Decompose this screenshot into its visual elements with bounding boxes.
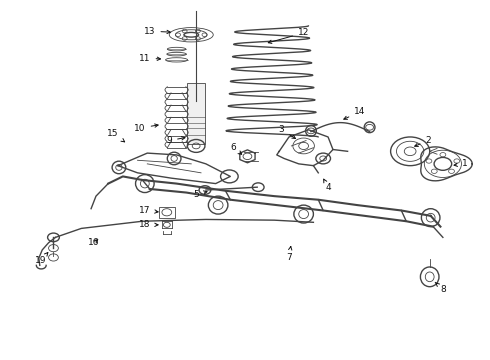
Text: 16: 16 bbox=[88, 238, 99, 247]
Text: 10: 10 bbox=[134, 123, 158, 132]
Text: 2: 2 bbox=[415, 136, 431, 147]
Text: 4: 4 bbox=[324, 179, 331, 192]
Text: 7: 7 bbox=[286, 247, 292, 262]
Text: 1: 1 bbox=[454, 159, 468, 168]
Text: 8: 8 bbox=[435, 282, 446, 294]
Bar bbox=[187, 83, 205, 144]
Text: 13: 13 bbox=[144, 27, 171, 36]
Bar bbox=[159, 207, 174, 218]
Text: 12: 12 bbox=[268, 28, 309, 44]
Text: 9: 9 bbox=[167, 136, 185, 145]
Text: 5: 5 bbox=[193, 190, 207, 199]
Text: 19: 19 bbox=[35, 253, 48, 265]
Text: 11: 11 bbox=[139, 54, 161, 63]
Text: 15: 15 bbox=[107, 129, 124, 142]
Text: 14: 14 bbox=[344, 107, 366, 120]
Text: 6: 6 bbox=[230, 143, 242, 154]
Text: 17: 17 bbox=[139, 206, 158, 215]
Text: 3: 3 bbox=[279, 125, 295, 139]
Text: 18: 18 bbox=[139, 220, 158, 229]
